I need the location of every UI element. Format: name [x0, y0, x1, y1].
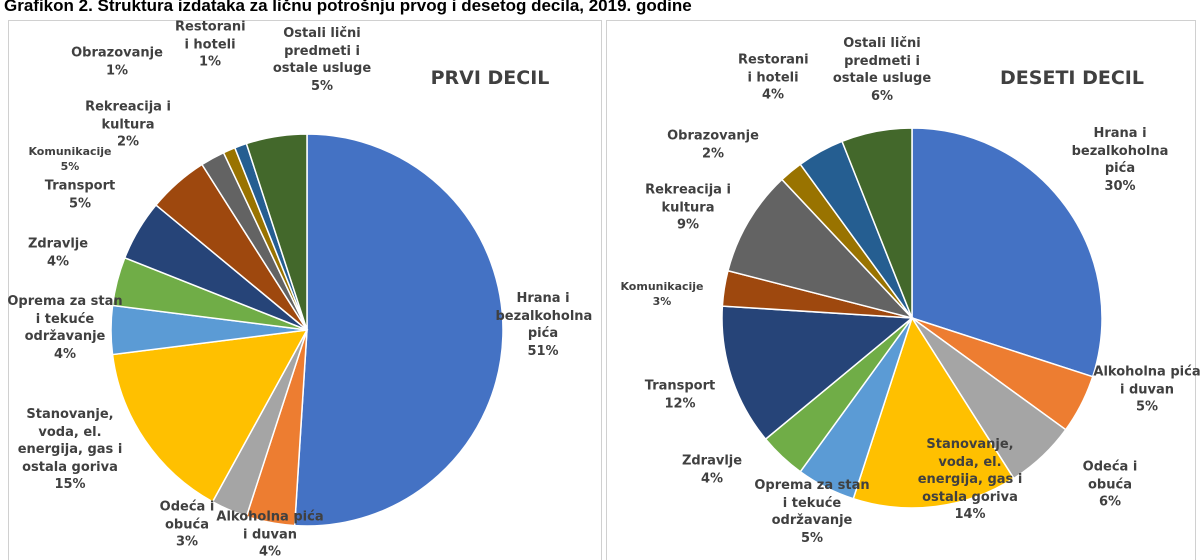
value-label: 5%	[60, 160, 80, 173]
category-label: Zdravlje	[27, 236, 89, 252]
category-label: Obrazovanje	[667, 128, 759, 144]
category-label: Oprema za stan i tekuće održavanje	[7, 293, 123, 344]
value-label: 4%	[46, 254, 70, 269]
data-label: Rekreacija i kultura 9%	[633, 182, 743, 235]
data-label: Restorani i hoteli 4%	[738, 52, 809, 105]
value-label: 4%	[53, 346, 77, 362]
category-label: Hrana i bezalkoholna pića	[495, 290, 593, 341]
data-label: Zdravlje 4%	[23, 235, 93, 270]
category-label: Alkoholna pića i duvan	[1093, 364, 1200, 398]
category-label: Hrana i bezalkoholna pića	[1071, 125, 1169, 176]
category-label: Rekreacija i kultura	[645, 182, 731, 216]
category-label: Transport	[44, 178, 116, 194]
data-label: Ostali lični predmeti i ostale usluge 5%	[267, 25, 377, 95]
pie-title: PRVI DECIL	[430, 67, 550, 89]
value-label: 4%	[258, 544, 282, 560]
value-label: 6%	[870, 88, 894, 104]
value-label: 3%	[652, 295, 672, 308]
pie-slice	[852, 316, 1015, 509]
value-label: 30%	[1104, 178, 1136, 194]
value-label: 5%	[800, 530, 824, 546]
data-label: Obrazovanje 2%	[663, 127, 763, 162]
data-label: Stanovanje, voda, el. energija, gas i os…	[15, 406, 125, 494]
panel	[8, 20, 602, 560]
data-label: Komunikacije 3%	[612, 280, 712, 310]
value-label: 6%	[1098, 494, 1122, 510]
value-label: 4%	[700, 471, 724, 486]
value-label: 1%	[198, 54, 222, 70]
category-label: Stanovanje, voda, el. energija, gas i os…	[17, 407, 123, 475]
data-label: Obrazovanje 1%	[67, 44, 167, 79]
category-label: Oprema za stan i tekuće održavanje	[754, 477, 870, 528]
pie-slice	[111, 329, 309, 503]
value-label: 12%	[664, 396, 696, 411]
category-label: Rekreacija i kultura	[85, 99, 171, 133]
value-label: 4%	[761, 87, 785, 103]
pie-slice	[293, 133, 504, 527]
value-label: 2%	[116, 134, 140, 150]
category-label: Komunikacije	[620, 280, 704, 294]
data-label: Alkoholna pića i duvan 5%	[1092, 364, 1200, 417]
data-label: Restorani i hoteli 1%	[175, 19, 246, 72]
data-label: Ostali lični predmeti i ostale usluge 6%	[827, 35, 937, 105]
data-label: Komunikacije 5%	[20, 145, 120, 175]
category-label: Zdravlje	[681, 453, 743, 469]
category-label: Komunikacije	[28, 145, 112, 159]
category-label: Ostali lični predmeti i ostale usluge	[832, 35, 932, 86]
data-label: Zdravlje 4%	[677, 452, 747, 487]
value-label: 9%	[676, 217, 700, 233]
data-label: Hrana i bezalkoholna pića 51%	[495, 290, 593, 360]
data-label: Alkoholna pića i duvan 4%	[215, 509, 325, 560]
data-label: Rekreacija i kultura 2%	[73, 99, 183, 152]
panel	[606, 20, 1196, 560]
data-label: Hrana i bezalkoholna pića 30%	[1065, 125, 1175, 195]
value-label: 15%	[54, 477, 86, 493]
data-label: Oprema za stan i tekuće održavanje 5%	[752, 477, 872, 547]
category-label: Odeća i obuća	[159, 499, 215, 533]
data-label: Transport 12%	[635, 377, 725, 412]
data-label: Transport 5%	[35, 177, 125, 212]
data-label: Oprema za stan i tekuće održavanje 4%	[5, 293, 125, 363]
value-label: 1%	[105, 63, 129, 78]
category-label: Restorani i hoteli	[175, 19, 246, 53]
pie-slice	[727, 178, 915, 320]
pie-slice	[721, 305, 914, 441]
data-label: Stanovanje, voda, el. energija, gas i os…	[915, 436, 1025, 524]
data-label: Odeća i obuća 3%	[152, 499, 222, 552]
category-label: Transport	[644, 378, 716, 394]
value-label: 5%	[68, 196, 92, 211]
value-label: 2%	[701, 146, 725, 161]
value-label: 51%	[527, 343, 559, 359]
pie-slice	[911, 127, 1103, 378]
category-label: Alkoholna pića i duvan	[216, 509, 324, 543]
value-label: 14%	[954, 507, 986, 523]
main-title: Grafikon 2. Struktura izdataka za ličnu …	[4, 0, 692, 15]
category-label: Ostali lični predmeti i ostale usluge	[272, 25, 372, 76]
pie-slice	[245, 133, 308, 331]
value-label: 3%	[175, 534, 199, 550]
value-label: 5%	[310, 78, 334, 94]
data-label: Odeća i obuća 6%	[1075, 459, 1145, 512]
pie-slice	[841, 127, 913, 319]
pie-title: DESETI DECIL	[1000, 67, 1144, 89]
category-label: Stanovanje, voda, el. energija, gas i os…	[917, 437, 1023, 505]
value-label: 5%	[1135, 399, 1159, 415]
category-label: Odeća i obuća	[1082, 459, 1138, 493]
category-label: Restorani i hoteli	[738, 52, 809, 86]
category-label: Obrazovanje	[71, 45, 163, 61]
